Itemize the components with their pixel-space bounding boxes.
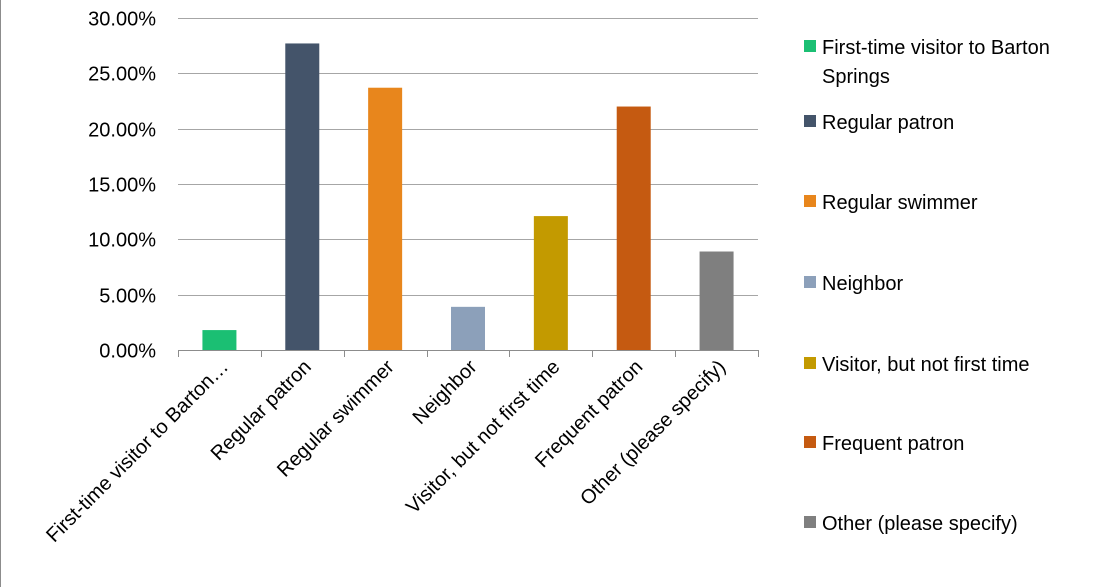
x-tick-label: Neighbor <box>409 356 482 429</box>
y-axis: 0.00% 5.00% 10.00% 15.00% 20.00% 25.00% 30.00% <box>88 9 156 363</box>
legend-item: Visitor, but not first time <box>804 354 1030 376</box>
bar <box>699 251 734 350</box>
bar <box>451 306 485 350</box>
legend-item: Regular patron <box>804 112 954 134</box>
legend-swatch <box>804 115 816 127</box>
gridlines <box>178 18 758 296</box>
legend-item: Regular swimmer <box>804 192 978 214</box>
legend-label: Visitor, but not first time <box>822 354 1030 376</box>
legend-label: Frequent patron <box>822 433 964 455</box>
legend-item: First-time visitor to Barton Springs <box>804 37 1050 88</box>
bar <box>616 106 651 351</box>
y-tick-label: 15.00% <box>88 175 156 197</box>
y-tick-label: 0.00% <box>99 341 156 363</box>
legend-swatch <box>804 195 816 207</box>
y-tick-label: 25.00% <box>88 64 156 86</box>
legend-label: Regular swimmer <box>822 192 978 214</box>
legend-swatch <box>804 357 816 369</box>
x-tick-label: Other (please specify) <box>576 356 730 510</box>
legend-label: Other (please specify) <box>822 513 1018 535</box>
bar <box>368 87 403 350</box>
x-axis: First-time visitor to Barton…Regular pat… <box>42 350 759 547</box>
bars <box>202 43 734 351</box>
x-tick-label: First-time visitor to Barton… <box>42 356 233 547</box>
y-tick-label: 20.00% <box>88 120 156 142</box>
bar <box>285 43 320 350</box>
x-tick-label: Visitor, but not first time <box>402 356 564 518</box>
legend: First-time visitor to Barton Springs Regul… <box>804 37 1050 535</box>
legend-label: Regular patron <box>822 112 954 134</box>
bar <box>533 216 568 350</box>
legend-label: Neighbor <box>822 273 904 295</box>
legend-item: Other (please specify) <box>804 513 1018 535</box>
legend-item: Neighbor <box>804 273 904 295</box>
legend-item: Frequent patron <box>804 433 964 455</box>
legend-label: First-time visitor to Barton <box>822 37 1050 59</box>
bar <box>202 330 237 350</box>
legend-label: Springs <box>822 66 890 88</box>
legend-swatch <box>804 40 816 52</box>
y-tick-label: 10.00% <box>88 230 156 252</box>
y-tick-label: 30.00% <box>88 9 156 31</box>
y-tick-label: 5.00% <box>99 286 156 308</box>
legend-swatch <box>804 516 816 528</box>
legend-swatch <box>804 436 816 448</box>
legend-swatch <box>804 276 816 288</box>
